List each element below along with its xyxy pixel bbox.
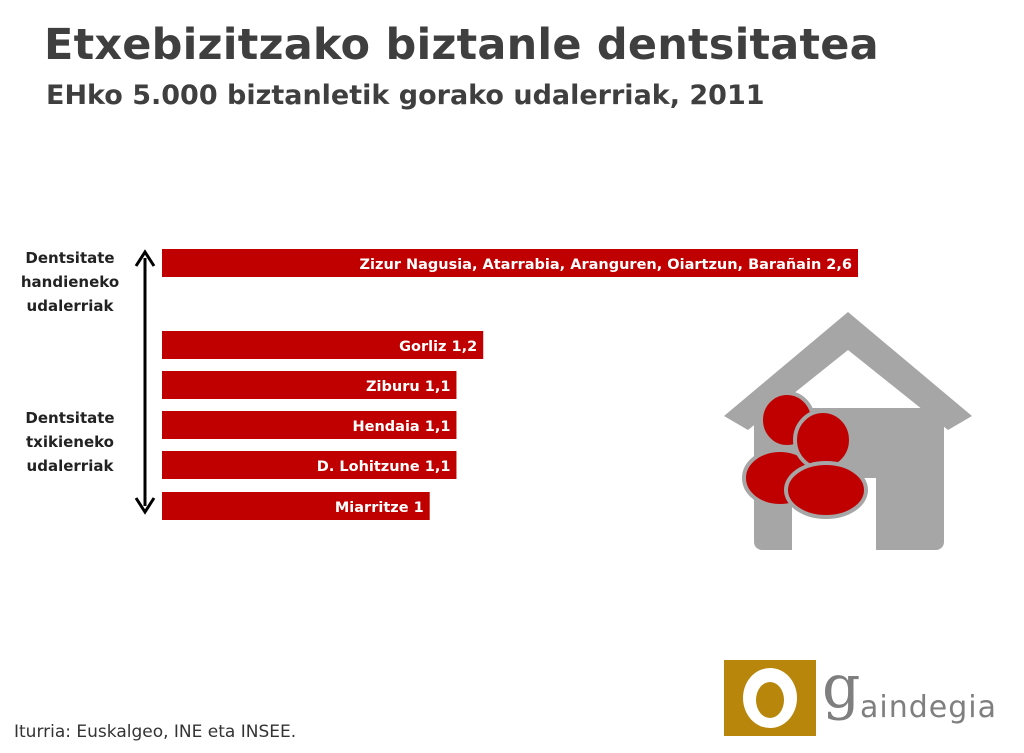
density-arrow [134, 249, 156, 515]
label-lowest-density: Dentsitate txikieneko udalerriak [5, 406, 135, 478]
house-people-icon [724, 312, 972, 556]
label-highest-line-3: udalerriak [26, 297, 114, 315]
label-lowest-line-3: udalerriak [26, 457, 114, 475]
logo-wordmark: aindegia [860, 690, 997, 725]
bar-5 [162, 492, 430, 520]
bar-label-0: Zizur Nagusia, Atarrabia, Aranguren, Oia… [360, 257, 852, 273]
bar-2 [162, 371, 457, 399]
bar-label-1: Gorliz 1,2 [399, 339, 477, 355]
bar-label-4: D. Lohitzune 1,1 [317, 459, 451, 475]
bar-label-3: Hendaia 1,1 [353, 419, 451, 435]
source-note: Iturria: Euskalgeo, INE eta INSEE. [14, 722, 297, 742]
bar-1 [162, 331, 484, 359]
bar-label-5: Miarritze 1 [335, 500, 424, 516]
label-highest-density: Dentsitate handieneko udalerriak [5, 246, 135, 318]
chart-subtitle: EHko 5.000 biztanletik gorako udalerriak… [46, 80, 765, 111]
bars-group: Zizur Nagusia, Atarrabia, Aranguren, Oia… [162, 249, 858, 520]
label-lowest-line-1: Dentsitate [25, 409, 115, 427]
bar-label-2: Ziburu 1,1 [366, 379, 450, 395]
bar-4 [162, 451, 457, 479]
gaindegia-logo-mark [724, 660, 816, 736]
label-highest-line-1: Dentsitate [25, 249, 115, 267]
chart-title: Etxebizitzako biztanle dentsitatea [44, 20, 879, 70]
logo-g-glyph: g [822, 652, 861, 722]
bar-0 [162, 249, 858, 277]
label-highest-line-2: handieneko [20, 273, 120, 291]
label-lowest-line-2: txikieneko [25, 433, 114, 451]
bar-3 [162, 411, 457, 439]
